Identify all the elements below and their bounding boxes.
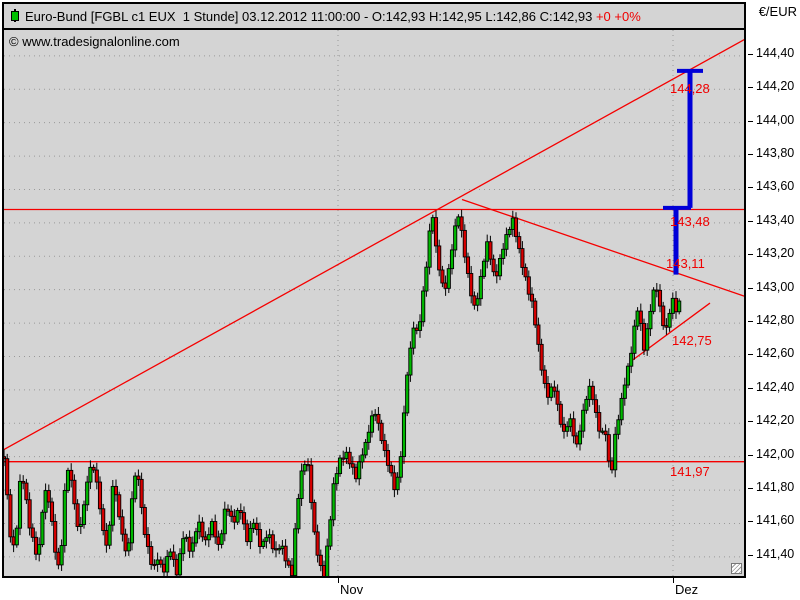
y-axis-tick: [748, 421, 753, 423]
y-axis-tick: [748, 488, 753, 490]
candlestick-icon: [11, 9, 19, 22]
y-axis-tick-label: 144,20: [756, 79, 795, 94]
chart-frame: Euro-Bund [FGBL c1 EUX 1 Stunde] 03.12.2…: [2, 2, 746, 578]
y-axis-tick-label: 143,40: [756, 212, 795, 227]
y-axis-tick: [748, 521, 753, 523]
y-axis-tick: [748, 154, 753, 156]
x-axis-tick: [338, 578, 339, 583]
y-axis-tick-label: 143,80: [756, 146, 795, 161]
y-axis-tick: [748, 120, 753, 122]
y-axis-tick: [748, 554, 753, 556]
price-annotation: 144,28: [670, 81, 710, 96]
y-axis-tick: [748, 321, 753, 323]
x-axis-tick: [673, 578, 674, 583]
chart-canvas: [4, 30, 744, 576]
y-axis-tick-label: 144,40: [756, 45, 795, 60]
watermark-text: © www.tradesignalonline.com: [9, 34, 180, 49]
price-annotation: 142,75: [672, 333, 712, 348]
y-axis-tick-label: 144,00: [756, 112, 795, 127]
y-axis-tick-label: 142,60: [756, 346, 795, 361]
y-axis-tick-label: 142,80: [756, 313, 795, 328]
price-annotation: 141,97: [670, 464, 710, 479]
y-axis-tick-label: 142,20: [756, 413, 795, 428]
y-axis-tick: [748, 254, 753, 256]
chart-title-bar: Euro-Bund [FGBL c1 EUX 1 Stunde] 03.12.2…: [4, 4, 744, 30]
time-axis: Nov Dez: [0, 578, 800, 600]
y-axis-tick-label: 142,00: [756, 446, 795, 461]
y-axis-tick-label: 143,60: [756, 179, 795, 194]
y-axis-tick-label: 141,80: [756, 480, 795, 495]
x-axis-tick-label: Nov: [340, 582, 364, 597]
price-annotation: 143,48: [670, 214, 710, 229]
chart-plot-area[interactable]: © www.tradesignalonline.com 144,28 143,48…: [4, 30, 744, 576]
price-axis-unit-label: €/EUR: [758, 4, 797, 19]
y-axis-tick: [748, 187, 753, 189]
y-axis-tick-label: 143,00: [756, 279, 795, 294]
y-axis-tick: [748, 354, 753, 356]
y-axis-tick: [748, 454, 753, 456]
y-axis-tick: [748, 387, 753, 389]
y-axis-tick-label: 143,20: [756, 246, 795, 261]
chart-title: Euro-Bund [FGBL c1 EUX 1 Stunde] 03.12.2…: [25, 9, 641, 24]
y-axis-tick-label: 141,40: [756, 546, 795, 561]
y-axis-tick: [748, 87, 753, 89]
x-axis-tick-label: Dez: [675, 582, 699, 597]
y-axis-tick: [748, 220, 753, 222]
y-axis-tick: [748, 287, 753, 289]
y-axis-tick: [748, 53, 753, 55]
y-axis-tick-label: 141,60: [756, 513, 795, 528]
price-annotation: 143,11: [666, 256, 705, 271]
y-axis-tick-label: 142,40: [756, 379, 795, 394]
resize-grip-icon[interactable]: [731, 563, 742, 574]
chart-title-main: Euro-Bund [FGBL c1 EUX 1 Stunde] 03.12.2…: [25, 9, 593, 24]
price-axis: 144,40 144,20 144,00 143,80 143,60 143,40 143,…: [746, 0, 800, 578]
chart-change-value: +0 +0%: [592, 9, 641, 24]
